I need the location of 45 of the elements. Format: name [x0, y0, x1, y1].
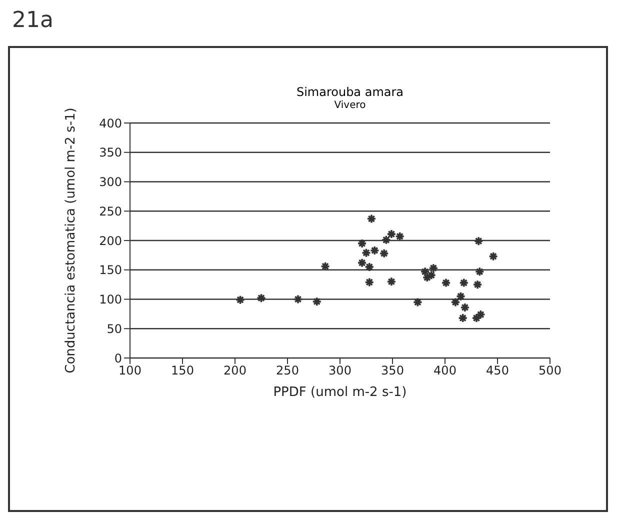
point: [379, 248, 389, 258]
x-tick-label: 400: [434, 364, 456, 378]
x-axis-title: PPDF (umol m-2 s-1): [273, 385, 407, 400]
y-tick-label: 100: [99, 292, 122, 307]
y-axis-title: Conductancia estomatica (umol m-2 s-1): [64, 108, 79, 374]
point: [394, 231, 405, 242]
point: [256, 293, 266, 303]
y-tick-label: 200: [99, 234, 122, 248]
y-tick-label: 0: [114, 351, 122, 366]
point: [366, 214, 376, 224]
point: [364, 262, 374, 272]
point: [364, 277, 374, 288]
point: [235, 294, 246, 305]
point: [488, 251, 498, 262]
y-tick-label: 400: [99, 116, 122, 130]
y-tick-label: 50: [106, 322, 122, 336]
point: [412, 297, 423, 308]
x-tick-label: 450: [486, 364, 509, 378]
x-tick-label: 350: [381, 364, 404, 378]
point: [474, 266, 485, 277]
point: [357, 238, 367, 248]
point: [459, 278, 469, 288]
point: [474, 236, 484, 246]
chart-subtitle: Vivero: [333, 99, 367, 112]
chart-title: Simarouba amara: [295, 85, 405, 99]
x-tick-label: 250: [276, 364, 299, 378]
point: [312, 296, 322, 306]
y-tick-label: 250: [99, 204, 122, 218]
point: [441, 278, 451, 288]
x-tick-label: 500: [538, 364, 562, 378]
x-tick-label: 100: [118, 364, 142, 378]
point: [460, 302, 470, 312]
point: [458, 313, 468, 323]
x-tick-label: 300: [328, 364, 352, 378]
point: [476, 310, 486, 320]
y-tick-label: 300: [99, 175, 122, 190]
point: [293, 294, 303, 304]
x-tick-label: 150: [171, 364, 194, 378]
point: [357, 258, 367, 268]
y-tick-label: 350: [99, 146, 122, 160]
point: [386, 276, 396, 287]
x-tick-label: 200: [224, 364, 246, 378]
point: [472, 280, 482, 290]
y-tick-label: 150: [99, 263, 122, 278]
text: 21a: [11, 8, 54, 35]
